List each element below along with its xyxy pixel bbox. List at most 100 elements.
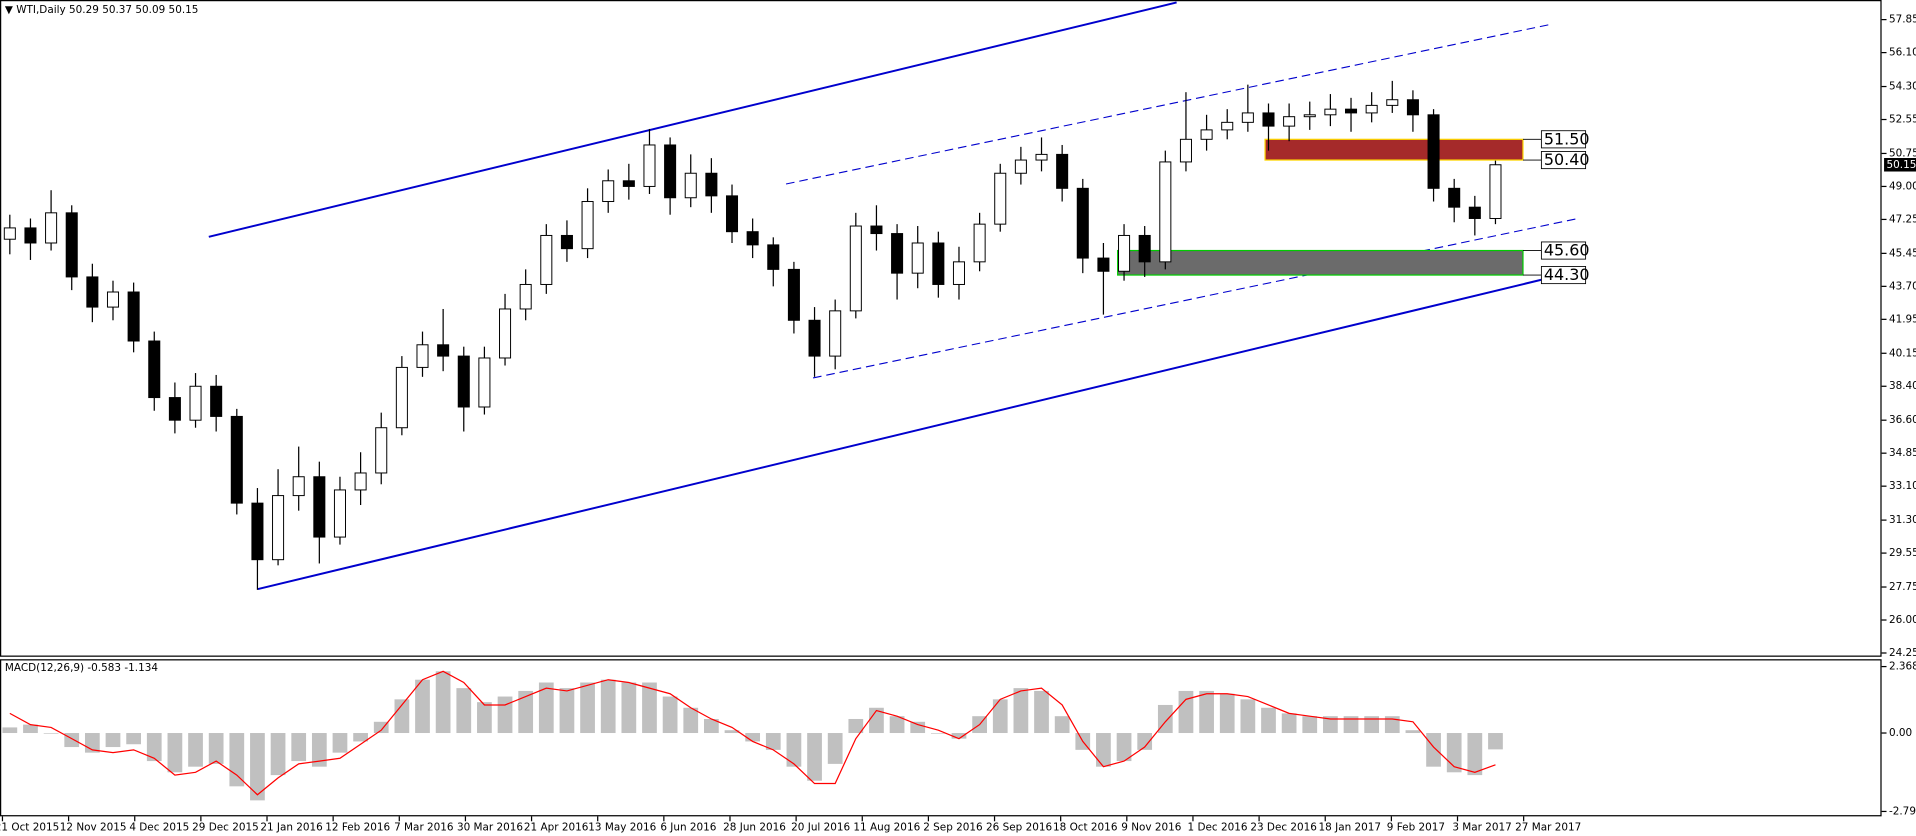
macd-bar	[208, 733, 224, 764]
macd-bar	[105, 733, 121, 748]
x-tick-label: 4 Dec 2015	[129, 821, 189, 833]
y-tick-label: 43.70	[1889, 280, 1916, 292]
x-tick-label: 2 Sep 2016	[923, 821, 982, 833]
macd-bar	[1096, 733, 1111, 767]
y-tick-label: 52.55	[1889, 114, 1916, 126]
candle-body	[1489, 164, 1502, 219]
candle-body	[787, 268, 800, 321]
y-tick-label: 54.30	[1889, 81, 1916, 93]
candle-body	[1365, 104, 1378, 114]
candle-body	[994, 172, 1007, 225]
candle-body	[767, 244, 780, 270]
candle-body	[725, 195, 739, 233]
y-tick-label: 2.368	[1889, 661, 1916, 673]
candle-body	[519, 283, 532, 310]
macd-bar	[889, 716, 905, 734]
y-tick-label: 24.25	[1889, 647, 1916, 659]
macd-bar	[580, 682, 595, 734]
trend-line	[208, 1, 1177, 238]
macd-panel	[0, 659, 1882, 817]
macd-header: MACD(12,26,9) -0.583 -1.134	[5, 662, 158, 674]
candle-body	[973, 223, 986, 263]
candle-body	[1200, 129, 1213, 140]
zone-label: 44.30	[1544, 265, 1590, 284]
macd-bar	[683, 707, 699, 734]
candle-body	[1159, 161, 1172, 263]
macd-bar	[786, 733, 802, 767]
price-panel	[0, 0, 1882, 657]
macd-bar	[270, 733, 286, 776]
candle-body	[1097, 257, 1110, 272]
macd-bar	[146, 733, 162, 762]
macd-bar	[848, 718, 864, 734]
symbol: WTI,Daily	[16, 4, 65, 16]
last-price-label: 50.15	[1887, 159, 1916, 171]
macd-bar	[600, 679, 616, 734]
macd-bar	[415, 679, 430, 734]
macd-bar	[477, 702, 492, 734]
macd-bar	[1178, 690, 1194, 734]
x-tick-label: 29 Dec 2015	[192, 821, 259, 833]
candle-body	[457, 355, 470, 408]
macd-bar	[2, 727, 18, 734]
candle-body	[189, 385, 202, 421]
candle-body	[478, 357, 491, 408]
macd-bar	[1364, 716, 1380, 734]
candle-body	[1406, 99, 1419, 116]
macd-bar	[250, 733, 265, 801]
candle-body	[1056, 153, 1069, 189]
candle-body	[1221, 121, 1234, 131]
candle-body	[891, 233, 904, 274]
macd-bar	[538, 682, 554, 734]
x-tick-label: 23 Dec 2016	[1250, 821, 1317, 833]
candle-body	[1262, 112, 1275, 127]
macd-bar	[456, 688, 472, 734]
candle-body	[1468, 206, 1481, 219]
macd-bar	[951, 733, 967, 739]
header-value: 50.29	[69, 4, 99, 16]
macd-bar	[353, 733, 368, 742]
candle-body	[230, 415, 243, 504]
candle-body	[1427, 114, 1440, 189]
macd-bar	[1302, 716, 1318, 734]
y-tick-label: 41.95	[1889, 313, 1916, 325]
candle-body	[375, 427, 388, 474]
x-tick-label: 3 Mar 2017	[1452, 821, 1511, 833]
candle-body	[829, 310, 842, 357]
macd-bar	[621, 682, 637, 734]
x-tick-label: 21 Apr 2016	[524, 821, 588, 833]
x-tick-label: 1 Dec 2016	[1188, 821, 1248, 833]
x-tick-label: 11 Aug 2016	[853, 821, 920, 833]
candle-body	[106, 291, 120, 308]
macd-bar	[1137, 733, 1153, 750]
y-tick-label: 36.60	[1889, 414, 1916, 426]
macd-bar	[23, 724, 38, 734]
macd-bar	[1240, 699, 1256, 734]
candle-body	[333, 489, 346, 538]
candle-body	[870, 225, 883, 235]
macd-bar	[518, 690, 534, 734]
macd-bar	[126, 733, 141, 745]
macd-bar	[662, 696, 678, 734]
last-price-box	[1884, 158, 1916, 172]
macd-bar	[373, 721, 389, 734]
candle-body	[602, 180, 615, 203]
y-tick-label: 31.30	[1889, 514, 1916, 526]
x-tick-label: 12 Nov 2015	[60, 821, 127, 833]
macd-bar	[1343, 716, 1359, 734]
candle-body	[1386, 99, 1399, 106]
header-value: -1.134	[124, 662, 158, 674]
x-tick-label: 21 Jan 2016	[260, 821, 322, 833]
candle-body	[1014, 159, 1027, 174]
trend-line	[785, 23, 1551, 185]
candle-body	[292, 476, 305, 497]
macd-bar	[311, 733, 327, 767]
y-tick-label: 29.55	[1889, 547, 1916, 559]
candle-body	[1241, 112, 1254, 123]
zone-label-box	[1540, 151, 1587, 170]
y-tick-label: 38.40	[1889, 380, 1916, 392]
candle-body	[643, 144, 656, 187]
signal-line	[9, 670, 1496, 796]
candle-body	[251, 502, 264, 561]
